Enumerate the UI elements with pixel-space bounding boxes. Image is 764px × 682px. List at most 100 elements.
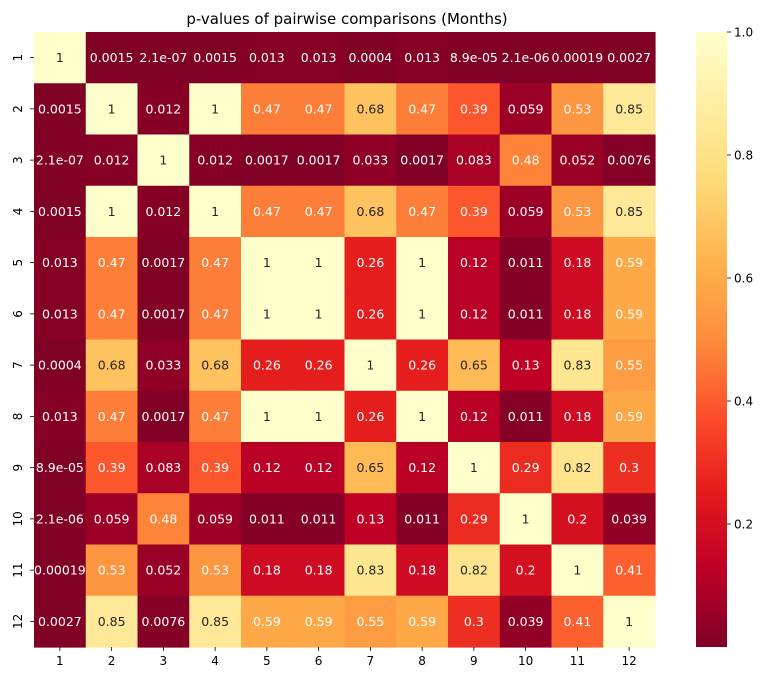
heatmap-cell bbox=[603, 442, 656, 494]
heatmap-cell bbox=[499, 288, 553, 341]
heatmap-cell bbox=[85, 288, 139, 341]
cell-annotation: 0.0017 bbox=[245, 153, 289, 168]
x-tick-label: 11 bbox=[570, 654, 585, 668]
cell-annotation: 0.12 bbox=[253, 460, 281, 475]
heatmap-cell bbox=[551, 83, 604, 136]
heatmap-cell bbox=[85, 185, 139, 238]
cell-annotation: 0.18 bbox=[408, 563, 436, 578]
heatmap-cell bbox=[85, 493, 139, 546]
heatmap-cell bbox=[603, 32, 656, 84]
heatmap-cell bbox=[85, 544, 139, 597]
heatmap-cell bbox=[189, 339, 242, 392]
cell-annotation: 0.18 bbox=[305, 563, 333, 578]
heatmap-cell bbox=[396, 134, 449, 187]
cell-annotation: 0.011 bbox=[508, 306, 544, 321]
heatmap-cell bbox=[344, 288, 397, 341]
cell-annotation: 1 bbox=[263, 306, 271, 321]
heatmap-cell bbox=[137, 390, 190, 443]
x-tick-label: 12 bbox=[621, 654, 636, 668]
cell-annotation: 0.47 bbox=[98, 255, 126, 270]
cell-annotation: 1 bbox=[522, 511, 530, 526]
heatmap-cell bbox=[603, 339, 656, 392]
cell-annotation: 0.059 bbox=[508, 204, 544, 219]
cell-annotation: 0.039 bbox=[508, 614, 544, 629]
heatmap-cell bbox=[344, 390, 397, 443]
cell-annotation: 1 bbox=[625, 614, 633, 629]
cell-annotation: 1 bbox=[108, 101, 116, 116]
heatmap-cell bbox=[396, 339, 449, 392]
heatmap-cell bbox=[241, 493, 294, 546]
heatmap-cell bbox=[551, 288, 604, 341]
cell-annotation: 0.18 bbox=[253, 563, 281, 578]
cell-annotation: 0.47 bbox=[305, 204, 333, 219]
heatmap-cell bbox=[34, 288, 87, 341]
cell-annotation: 2.1e-06 bbox=[502, 50, 550, 65]
heatmap-cell bbox=[85, 83, 139, 136]
heatmap-cell bbox=[448, 390, 501, 443]
heatmap-cell bbox=[499, 595, 553, 648]
heatmap-cell bbox=[551, 595, 604, 648]
cell-annotation: 0.47 bbox=[408, 101, 436, 116]
x-tick-label: 3 bbox=[160, 654, 168, 668]
cell-annotation: 0.0076 bbox=[607, 153, 651, 168]
heatmap-cell bbox=[137, 237, 190, 289]
heatmap-cell bbox=[292, 339, 346, 392]
cell-annotation: 0.26 bbox=[408, 358, 436, 373]
cell-annotation: 1 bbox=[56, 50, 64, 65]
cell-annotation: 0.68 bbox=[98, 358, 126, 373]
cell-annotation: 0.85 bbox=[201, 614, 229, 629]
cell-annotation: 0.013 bbox=[249, 50, 285, 65]
heatmap-cell bbox=[85, 442, 139, 494]
heatmap-cell bbox=[292, 237, 346, 289]
heatmap-cell bbox=[396, 595, 449, 648]
cell-annotation: 0.39 bbox=[460, 101, 488, 116]
heatmap-cell bbox=[137, 339, 190, 392]
heatmap-cell bbox=[34, 134, 87, 187]
cell-annotation: 0.013 bbox=[404, 50, 440, 65]
heatmap-cell bbox=[603, 185, 656, 238]
cell-annotation: 0.0027 bbox=[38, 614, 82, 629]
heatmap-cell bbox=[241, 339, 294, 392]
cell-annotation: 0.052 bbox=[559, 153, 595, 168]
cell-annotation: 8.9e-05 bbox=[450, 50, 498, 65]
cell-annotation: 2.1e-07 bbox=[139, 50, 187, 65]
heatmap-cell bbox=[448, 83, 501, 136]
cell-annotation: 0.26 bbox=[253, 358, 281, 373]
heatmap-cell bbox=[189, 442, 242, 494]
cell-annotation: 0.12 bbox=[408, 460, 436, 475]
heatmap-cell bbox=[448, 544, 501, 597]
cell-annotation: 0.13 bbox=[512, 358, 540, 373]
cell-annotation: 0.82 bbox=[563, 460, 591, 475]
cell-annotation: 0.0017 bbox=[297, 153, 341, 168]
colorbar-ticks: 0.2 0.4 0.6 0.8 1.0 bbox=[727, 26, 753, 532]
cell-annotation: 0.011 bbox=[404, 511, 440, 526]
cell-annotation: 0.47 bbox=[98, 409, 126, 424]
heatmap-cell bbox=[551, 237, 604, 289]
cell-annotation: 0.039 bbox=[611, 511, 647, 526]
cell-annotation: 0.059 bbox=[508, 101, 544, 116]
cell-annotation: 0.011 bbox=[508, 409, 544, 424]
cell-annotation: 0.0015 bbox=[193, 50, 237, 65]
cell-annotation: 0.59 bbox=[305, 614, 333, 629]
cell-annotation: 0.68 bbox=[356, 101, 384, 116]
cell-annotation: 0.48 bbox=[512, 153, 540, 168]
cell-annotation: 0.0017 bbox=[142, 306, 186, 321]
cell-annotation: 0.00019 bbox=[34, 563, 86, 578]
heatmap-cell bbox=[189, 185, 242, 238]
cell-annotation: 0.033 bbox=[352, 153, 388, 168]
cell-annotation: 1 bbox=[315, 255, 323, 270]
heatmap-cell bbox=[499, 339, 553, 392]
cell-annotation: 0.39 bbox=[201, 460, 229, 475]
cell-annotation: 0.55 bbox=[615, 358, 643, 373]
cell-annotation: 0.059 bbox=[94, 511, 130, 526]
cell-annotation: 0.083 bbox=[456, 153, 492, 168]
heatmap-cell bbox=[344, 83, 397, 136]
heatmap-cell bbox=[34, 442, 87, 494]
heatmap-cell bbox=[499, 32, 553, 84]
heatmap-cell bbox=[85, 134, 139, 187]
heatmap-cell bbox=[292, 83, 346, 136]
heatmap-cell bbox=[603, 134, 656, 187]
heatmap-cell bbox=[344, 442, 397, 494]
cell-annotation: 0.65 bbox=[460, 358, 488, 373]
heatmap-cell bbox=[551, 134, 604, 187]
